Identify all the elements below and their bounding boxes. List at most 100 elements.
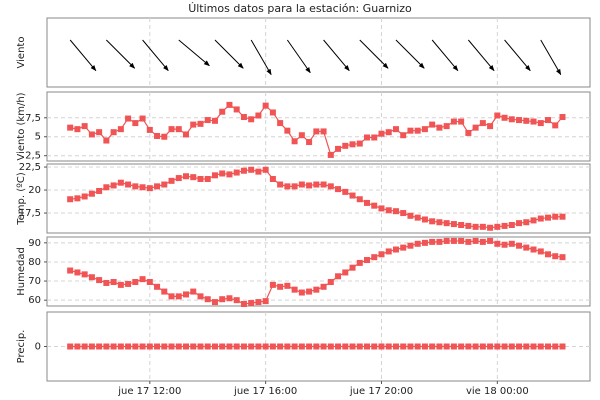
marker bbox=[407, 343, 414, 350]
marker bbox=[516, 117, 523, 124]
marker bbox=[545, 343, 552, 350]
marker bbox=[298, 343, 305, 350]
marker bbox=[487, 343, 494, 350]
marker bbox=[458, 118, 465, 125]
marker bbox=[320, 128, 327, 135]
marker bbox=[139, 184, 146, 191]
y-tick-label: 17,5 bbox=[19, 208, 41, 219]
marker bbox=[161, 288, 168, 295]
marker bbox=[197, 175, 204, 182]
x-tick-label: jue 17 16:00 bbox=[233, 386, 297, 397]
marker bbox=[465, 222, 472, 229]
marker bbox=[284, 343, 291, 350]
marker bbox=[530, 118, 537, 125]
marker bbox=[197, 343, 204, 350]
marker bbox=[204, 296, 211, 303]
marker bbox=[516, 242, 523, 249]
marker bbox=[146, 279, 153, 286]
marker bbox=[342, 188, 349, 195]
marker bbox=[342, 269, 349, 276]
marker bbox=[508, 343, 515, 350]
marker bbox=[117, 179, 124, 186]
marker bbox=[349, 343, 356, 350]
marker bbox=[443, 237, 450, 244]
marker bbox=[400, 132, 407, 139]
marker bbox=[67, 196, 74, 203]
marker bbox=[204, 343, 211, 350]
marker bbox=[255, 112, 262, 119]
marker bbox=[298, 289, 305, 296]
marker bbox=[523, 343, 530, 350]
marker bbox=[110, 343, 117, 350]
marker bbox=[559, 343, 566, 350]
marker bbox=[465, 238, 472, 245]
marker bbox=[508, 116, 515, 123]
marker bbox=[465, 343, 472, 350]
marker bbox=[487, 224, 494, 231]
wind-arrow bbox=[323, 39, 350, 72]
marker bbox=[508, 240, 515, 247]
marker bbox=[88, 274, 95, 281]
marker bbox=[458, 221, 465, 228]
y-tick-label: 7,5 bbox=[25, 113, 41, 124]
marker bbox=[465, 129, 472, 136]
marker bbox=[371, 202, 378, 209]
marker bbox=[313, 181, 320, 188]
marker bbox=[190, 288, 197, 295]
marker bbox=[552, 213, 559, 220]
marker bbox=[494, 240, 501, 247]
marker bbox=[248, 343, 255, 350]
marker bbox=[269, 343, 276, 350]
marker bbox=[364, 257, 371, 264]
marker bbox=[277, 181, 284, 188]
wind-arrow bbox=[359, 39, 389, 69]
marker bbox=[494, 223, 501, 230]
marker bbox=[117, 281, 124, 288]
marker bbox=[385, 207, 392, 214]
marker bbox=[125, 280, 132, 287]
marker bbox=[407, 127, 414, 134]
marker bbox=[183, 343, 190, 350]
marker bbox=[537, 343, 544, 350]
marker bbox=[255, 343, 262, 350]
marker bbox=[421, 216, 428, 223]
y-axis-title: Humedad bbox=[16, 247, 27, 296]
marker bbox=[96, 187, 103, 194]
wind-arrow bbox=[214, 39, 244, 69]
marker bbox=[559, 114, 566, 121]
x-tick-label: jue 17 20:00 bbox=[349, 386, 413, 397]
marker bbox=[81, 271, 88, 278]
marker bbox=[479, 343, 486, 350]
marker bbox=[168, 343, 175, 350]
marker bbox=[190, 174, 197, 181]
wind-arrow bbox=[250, 39, 272, 76]
marker bbox=[240, 167, 247, 174]
marker bbox=[385, 248, 392, 255]
y-tick-label: 90 bbox=[28, 238, 41, 249]
marker bbox=[110, 129, 117, 136]
marker bbox=[103, 343, 110, 350]
marker bbox=[211, 299, 218, 306]
marker bbox=[103, 279, 110, 286]
marker bbox=[248, 116, 255, 123]
marker bbox=[443, 123, 450, 130]
marker bbox=[392, 208, 399, 215]
marker bbox=[494, 343, 501, 350]
marker bbox=[349, 141, 356, 148]
marker bbox=[537, 215, 544, 222]
marker bbox=[219, 343, 226, 350]
marker bbox=[436, 124, 443, 131]
marker bbox=[226, 101, 233, 108]
marker bbox=[364, 134, 371, 141]
wind-arrow bbox=[142, 39, 169, 72]
marker bbox=[436, 238, 443, 245]
marker bbox=[262, 166, 269, 173]
marker bbox=[385, 343, 392, 350]
marker bbox=[175, 126, 182, 133]
marker bbox=[88, 343, 95, 350]
marker bbox=[501, 241, 508, 248]
marker bbox=[132, 279, 139, 286]
marker bbox=[479, 120, 486, 127]
marker bbox=[139, 343, 146, 350]
